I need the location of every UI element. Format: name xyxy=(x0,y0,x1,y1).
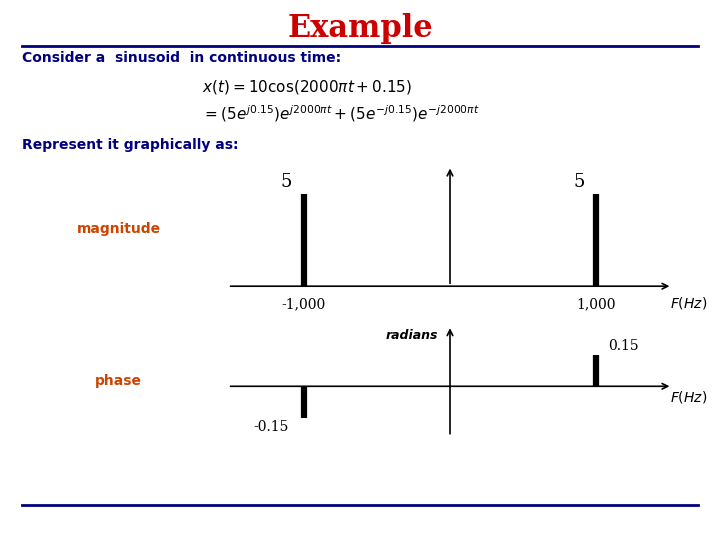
Text: Example: Example xyxy=(287,14,433,44)
Text: phase: phase xyxy=(95,374,143,388)
Text: $F(Hz)$: $F(Hz)$ xyxy=(670,295,707,312)
Text: -1,000: -1,000 xyxy=(282,298,326,311)
Text: 5: 5 xyxy=(573,173,585,191)
Text: -0.15: -0.15 xyxy=(253,420,289,434)
Text: 0.15: 0.15 xyxy=(608,340,639,354)
Text: 1,000: 1,000 xyxy=(577,298,616,311)
Text: $= \left(5e^{j0.15}\right)e^{j2000\pi t} + \left(5e^{-j0.15}\right)e^{-j2000\pi : $= \left(5e^{j0.15}\right)e^{j2000\pi t}… xyxy=(202,104,480,124)
Text: $x(t) = 10\cos(2000\pi t+0.15)$: $x(t) = 10\cos(2000\pi t+0.15)$ xyxy=(202,78,412,96)
Text: 5: 5 xyxy=(281,173,292,191)
Text: Consider a  sinusoid  in continuous time:: Consider a sinusoid in continuous time: xyxy=(22,51,341,65)
Text: $F(Hz)$: $F(Hz)$ xyxy=(670,389,707,405)
Text: radians: radians xyxy=(386,329,438,342)
Text: magnitude: magnitude xyxy=(77,222,161,237)
Text: Represent it graphically as:: Represent it graphically as: xyxy=(22,138,238,152)
